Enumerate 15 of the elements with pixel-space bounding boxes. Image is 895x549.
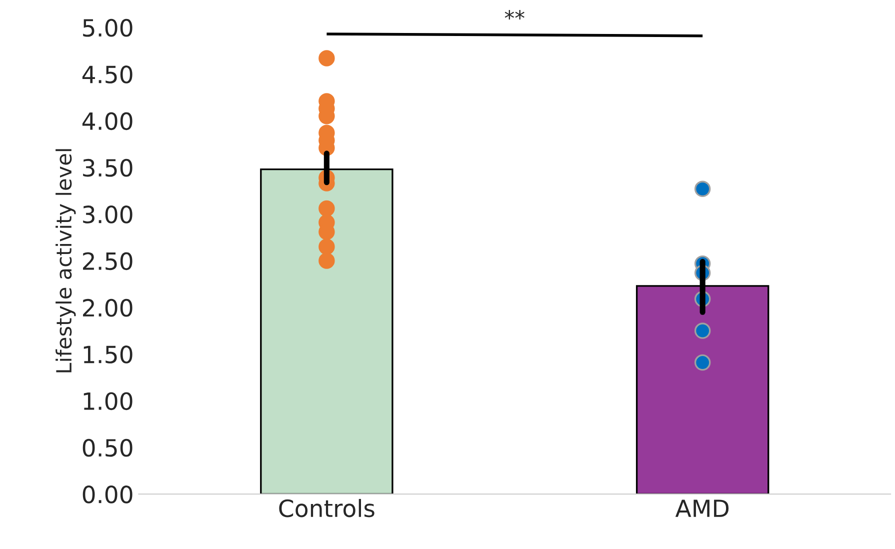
y-tick-label: 2.00 (83, 298, 132, 317)
y-tick-label: 2.50 (83, 252, 132, 270)
y-tick-label: 0.00 (82, 486, 132, 504)
y-tick-label: 4.50 (82, 66, 132, 84)
y-tick-label: 3.00 (83, 206, 132, 224)
y-tick-label: 0.50 (82, 438, 132, 457)
y-axis-title: Lifestyle activity level (56, 149, 76, 372)
x-tick-label: Controls (279, 498, 374, 518)
y-tick-label: 1.00 (84, 392, 132, 410)
y-tick-label: 5.00 (83, 18, 132, 37)
y-tick-label: 3.50 (83, 158, 132, 177)
y-tick-label: 4.00 (82, 112, 132, 130)
text: ** (504, 10, 524, 20)
x-tick-label: AMD (675, 500, 729, 517)
y-tick-label: 1.50 (84, 346, 132, 364)
